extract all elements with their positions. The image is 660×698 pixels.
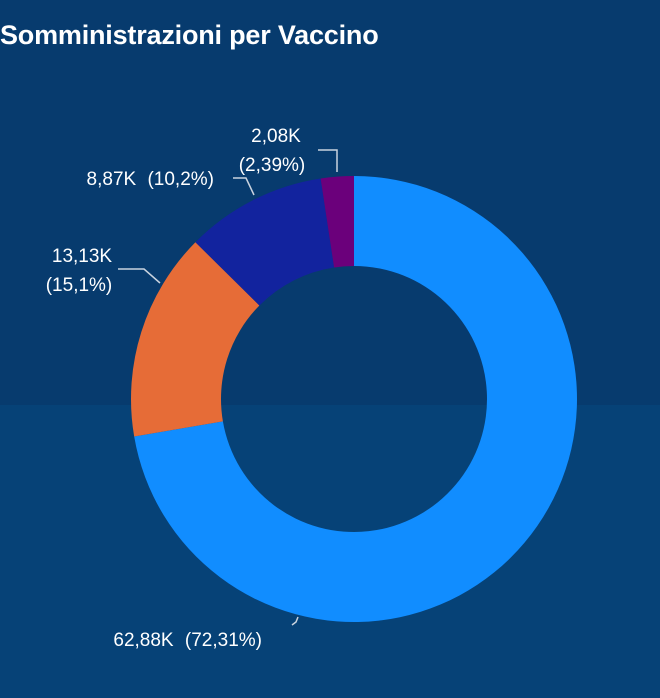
donut-slice-2[interactable] [195, 178, 335, 306]
data-label-percent-slice-2: (10,2%) [147, 169, 214, 190]
donut-slices [131, 176, 577, 622]
leader-line-slice-2 [233, 177, 255, 196]
leader-line-slice-3 [318, 149, 338, 172]
data-label-percent-slice-1: (15,1%) [46, 275, 113, 296]
leader-line-slice-1 [118, 268, 161, 284]
leader-line-slice-0 [291, 616, 299, 626]
donut-slice-3[interactable] [320, 176, 354, 268]
chart-title: Somministrazioni per Vaccino [0, 20, 379, 50]
data-label-slice-2: 8,87K (10,2%) [87, 169, 214, 190]
donut-slice-1[interactable] [131, 242, 260, 437]
data-label-percent-slice-3: (2,39%) [239, 155, 306, 176]
data-label-value-slice-2: 8,87K [87, 169, 137, 190]
data-label-value-slice-1: 13,13K [52, 246, 113, 267]
donut-slice-0[interactable] [134, 176, 577, 622]
data-label-slice-0: 62,88K (72,31%) [113, 630, 262, 651]
data-label-value-slice-3: 2,08K [251, 126, 301, 147]
data-label-value-slice-0: 62,88K [113, 630, 174, 651]
data-label-percent-slice-0: (72,31%) [185, 630, 262, 651]
